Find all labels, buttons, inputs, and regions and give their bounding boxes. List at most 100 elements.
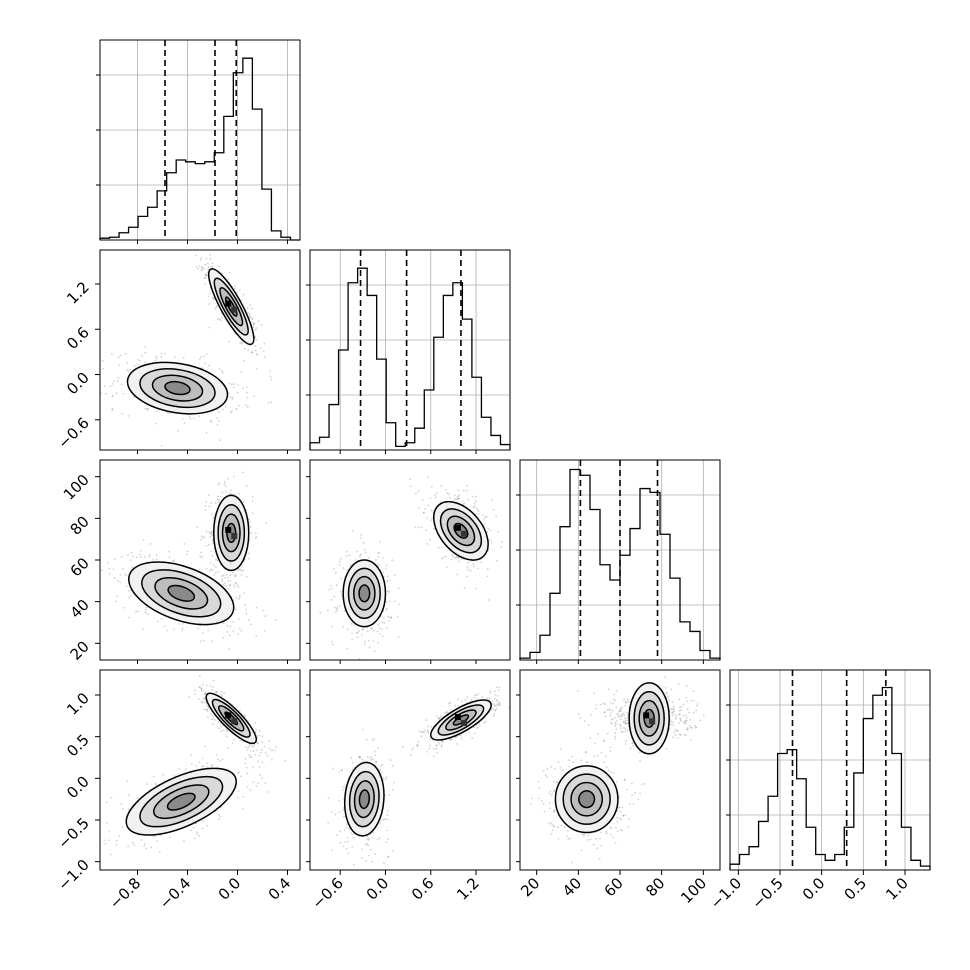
scatter-point [240,341,243,344]
scatter-point [221,578,223,581]
scatter-point [496,703,499,706]
scatter-point [204,274,207,276]
scatter-point [338,560,341,563]
density-contour [164,380,191,396]
scatter-point [234,575,237,578]
scatter-point [677,682,680,685]
scatter-point [188,696,191,698]
scatter-point [127,415,130,417]
scatter-point [144,361,147,364]
scatter-point [516,687,518,689]
scatter-point [208,543,210,546]
scatter-point [457,556,460,558]
scatter-point [217,483,220,486]
scatter-point [695,726,698,729]
scatter-point [361,758,364,761]
scatter-point [270,378,273,381]
scatter-point [217,495,220,498]
scatter-point [343,829,346,831]
scatter-point [212,297,215,300]
scatter-point [201,820,204,823]
scatter-point [268,740,271,743]
scatter-point [495,705,497,708]
scatter-point [203,277,206,280]
scatter-point [210,550,213,552]
scatter-point [105,821,108,824]
scatter-point [378,564,380,567]
scatter-point [205,501,208,503]
scatter-point [192,826,195,829]
scatter-point [427,725,430,728]
scatter-point [227,576,230,579]
scatter-point [201,757,204,760]
scatter-point [373,650,376,653]
scatter-point [235,407,238,410]
scatter-point [483,524,485,527]
scatter-point [367,844,370,847]
scatter-point [319,611,322,614]
scatter-point [267,401,270,404]
scatter-point [593,692,595,694]
scatter-point [248,552,250,555]
scatter-point [613,693,615,696]
scatter-point [384,818,387,821]
scatter-point [386,607,388,610]
scatter-point [241,387,244,390]
scatter-point [218,818,220,820]
scatter-point [456,498,458,500]
scatter-point [225,585,228,588]
scatter-point [417,526,420,529]
scatter-point [670,711,673,714]
scatter-point [441,546,443,549]
scatter-point [387,590,390,593]
scatter-point [258,729,261,732]
scatter-point [607,688,610,691]
scatter-point [182,356,185,359]
scatter-point [249,750,252,753]
scatter-point [208,303,211,305]
scatter-point [340,769,343,772]
scatter-point [246,576,248,578]
scatter-point [371,739,374,742]
scatter-point [136,363,139,366]
scatter-point [111,353,113,355]
scatter-point [491,498,493,501]
scatter-point [112,568,115,571]
scatter-point [615,690,618,693]
scatter-point [149,542,152,545]
scatter-point [391,559,394,561]
scatter-point [221,575,224,577]
scatter-point [351,623,353,626]
scatter-point [219,760,222,763]
scatter-point [200,538,202,541]
scatter-point [255,785,258,787]
scatter-point [671,714,674,717]
scatter-point [211,262,214,265]
scatter-point [117,376,120,379]
scatter-point [495,515,498,518]
scatter-point [339,842,342,844]
scatter-point [616,713,619,716]
scatter-point [246,406,249,409]
scatter-point [497,530,500,533]
scatter-point [453,499,456,502]
scatter-point [437,546,440,549]
scatter-point [198,568,201,571]
scatter-point [145,608,148,611]
scatter-point [203,701,205,703]
scatter-point [355,631,358,634]
scatter-point [120,383,123,386]
scatter-point [685,719,688,722]
scatter-point [614,721,617,724]
scatter-point [438,743,441,745]
scatter-point [426,476,429,479]
scatter-point [204,693,207,696]
scatter-point [261,761,264,764]
scatter-point [255,634,258,637]
scatter-point [604,703,607,705]
scatter-point [213,515,215,518]
scatter-point [670,708,673,710]
scatter-point [208,326,211,329]
scatter-point [409,485,412,488]
scatter-point [234,581,237,584]
